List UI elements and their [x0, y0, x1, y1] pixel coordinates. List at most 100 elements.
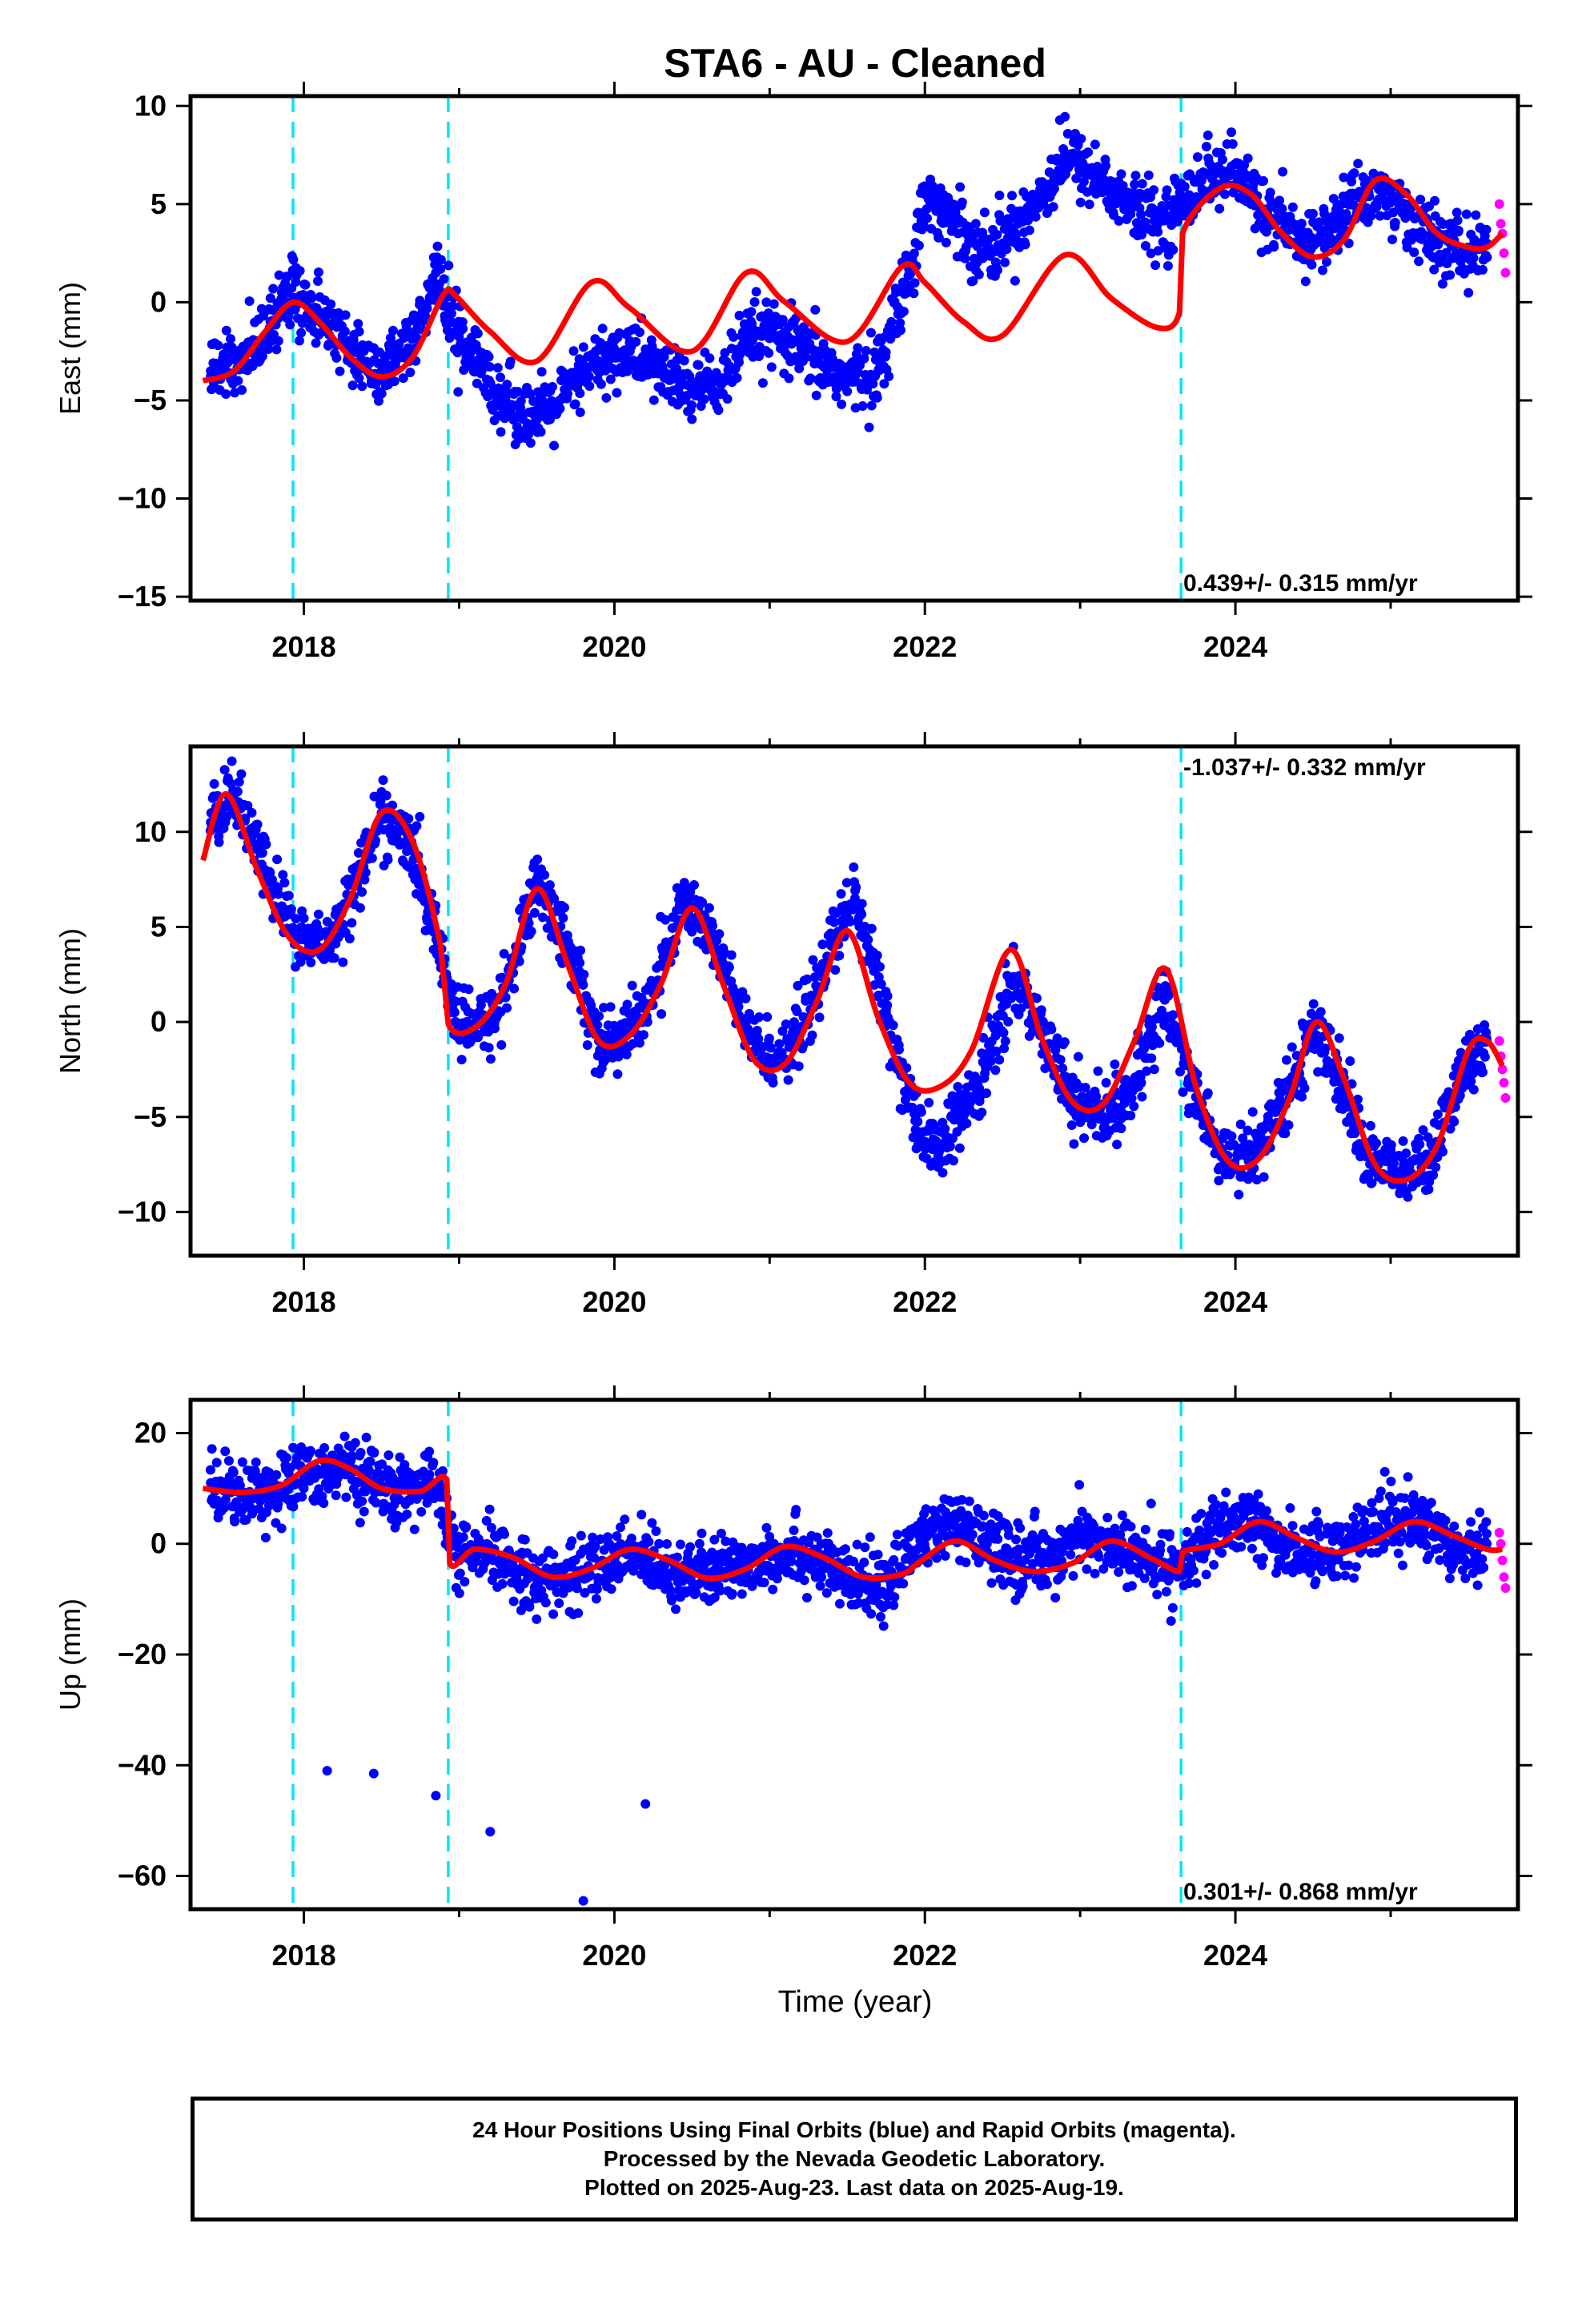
- final-point: [918, 220, 929, 231]
- chart-title: STA6 - AU - Cleaned: [664, 41, 1046, 86]
- final-point: [1007, 191, 1018, 201]
- final-point: [353, 319, 363, 329]
- final-point: [497, 1578, 508, 1589]
- final-point: [273, 889, 283, 899]
- final-point: [313, 276, 323, 287]
- final-point: [1030, 211, 1041, 222]
- final-orbit-points: [206, 111, 1492, 451]
- y-tick-label: −10: [118, 482, 167, 515]
- final-point: [783, 1075, 793, 1085]
- final-point: [524, 1602, 535, 1612]
- final-point: [404, 814, 414, 824]
- final-point: [697, 1528, 707, 1538]
- final-point: [311, 338, 321, 348]
- final-point: [578, 979, 588, 990]
- final-point: [283, 891, 294, 901]
- final-point: [306, 957, 316, 967]
- final-point: [495, 372, 505, 383]
- final-point: [1350, 1128, 1360, 1139]
- final-point: [1175, 1067, 1186, 1077]
- final-point: [908, 1132, 918, 1143]
- final-point: [357, 381, 367, 392]
- x-tick-label: 2024: [1203, 1285, 1267, 1318]
- final-point: [291, 914, 301, 924]
- final-point: [1455, 1091, 1465, 1101]
- final-point: [666, 1595, 677, 1606]
- final-point: [817, 939, 828, 950]
- final-point: [1275, 195, 1285, 206]
- model-curve: [200, 790, 1505, 1184]
- final-point: [436, 264, 446, 275]
- final-point: [485, 1827, 496, 1837]
- final-point: [244, 296, 255, 307]
- final-point: [1387, 235, 1398, 245]
- final-point: [344, 934, 355, 944]
- final-point: [353, 848, 363, 858]
- final-point: [548, 1549, 559, 1559]
- final-point: [685, 1542, 696, 1552]
- final-point: [1409, 247, 1419, 258]
- final-point: [1137, 230, 1147, 240]
- final-point: [540, 870, 550, 880]
- final-point: [221, 325, 231, 336]
- final-point: [766, 362, 777, 372]
- final-point: [714, 929, 725, 939]
- final-point: [1464, 1059, 1475, 1070]
- final-point: [671, 1604, 681, 1614]
- final-point: [573, 1608, 584, 1618]
- final-point: [1143, 170, 1154, 180]
- final-point: [968, 275, 978, 286]
- final-point: [570, 399, 580, 409]
- final-point: [288, 255, 299, 265]
- final-point: [263, 344, 274, 354]
- final-point: [1287, 202, 1298, 212]
- final-point: [230, 1517, 240, 1527]
- final-point: [934, 232, 944, 243]
- final-point: [485, 1054, 496, 1064]
- final-point: [955, 182, 966, 192]
- final-point: [1093, 1066, 1103, 1076]
- final-point: [1478, 1067, 1488, 1077]
- final-point: [1401, 1148, 1411, 1159]
- final-point: [884, 371, 894, 381]
- final-point: [1259, 1172, 1269, 1182]
- final-point: [322, 1766, 332, 1776]
- final-point: [1162, 260, 1173, 271]
- final-point: [509, 983, 520, 994]
- final-point: [1243, 1125, 1253, 1136]
- final-point: [888, 1020, 898, 1031]
- final-point: [578, 342, 588, 352]
- final-point: [319, 1498, 329, 1509]
- final-point: [481, 1515, 492, 1526]
- final-point: [590, 1541, 600, 1551]
- x-tick-label: 2018: [272, 630, 336, 663]
- final-point: [1449, 1116, 1460, 1127]
- final-point: [707, 921, 717, 931]
- final-point: [1415, 1140, 1425, 1150]
- final-point: [592, 356, 602, 367]
- final-point: [1398, 1136, 1408, 1146]
- final-point: [207, 1444, 217, 1454]
- final-point: [679, 878, 689, 888]
- y-tick-label: −5: [134, 384, 167, 416]
- final-point: [220, 1446, 231, 1457]
- final-point: [271, 344, 282, 355]
- final-point: [905, 269, 915, 279]
- final-point: [1334, 1033, 1344, 1043]
- final-point: [1481, 224, 1492, 235]
- final-point: [1480, 1020, 1490, 1031]
- final-point: [439, 274, 449, 284]
- final-point: [1423, 1184, 1434, 1195]
- final-point: [268, 283, 279, 294]
- final-point: [882, 991, 893, 1001]
- final-point: [1149, 185, 1159, 195]
- final-point: [974, 269, 984, 279]
- final-point: [801, 352, 811, 362]
- final-point: [1142, 1066, 1152, 1076]
- final-point: [938, 1168, 948, 1178]
- plot-area: [203, 1400, 1511, 1909]
- final-point: [1307, 208, 1318, 219]
- final-point: [1226, 127, 1236, 138]
- final-point: [699, 394, 709, 404]
